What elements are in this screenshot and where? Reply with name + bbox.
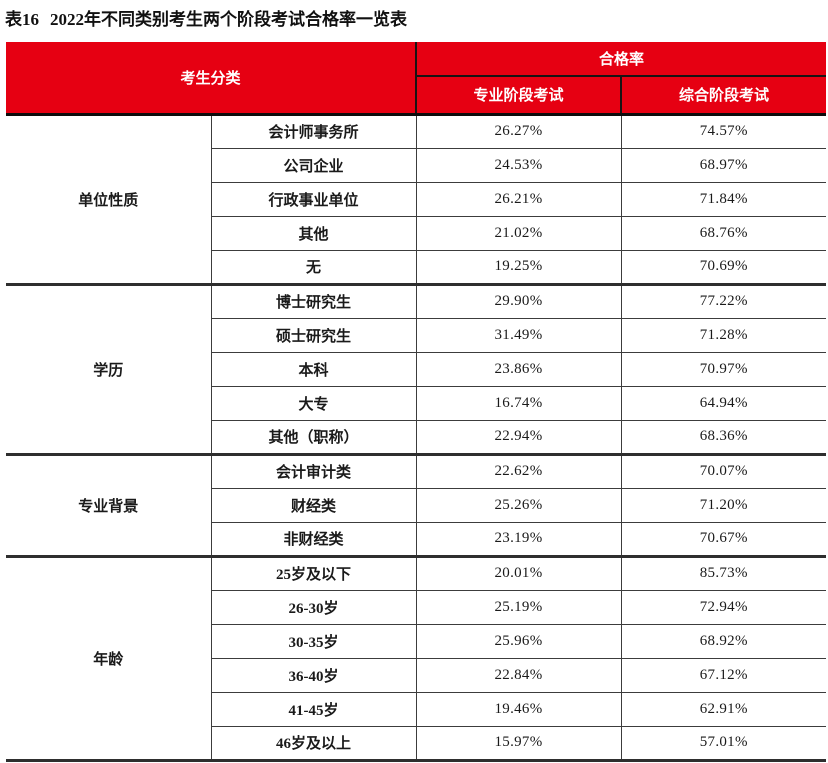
professional-value-cell: 16.74% (415, 385, 621, 420)
comprehensive-value-cell: 68.36% (620, 419, 826, 454)
table-body: 单位性质 会计师事务所 26.27% 74.57% 公司企业 24.53% 68.97% 行政… (6, 112, 826, 760)
table-row: 年龄 25岁及以下 20.01% 85.73% (6, 554, 826, 760)
comprehensive-value-cell: 67.12% (620, 657, 826, 692)
header-row-top: 考生分类 合格率 (6, 42, 826, 116)
table-row: 硕士研究生 31.49% 71.28% (6, 317, 826, 352)
category-cell: 大专 (210, 385, 416, 420)
professional-value-cell: 25.26% (415, 487, 621, 522)
category-cell: 本科 (210, 351, 416, 386)
table-row: 其他 21.02% 68.76% (6, 215, 826, 250)
category-cell: 行政事业单位 (210, 181, 416, 216)
professional-value-cell: 23.86% (415, 351, 621, 386)
table-title-text: 2022年不同类别考生两个阶段考试合格率一览表 (50, 10, 407, 29)
category-cell: 非财经类 (210, 521, 416, 556)
comprehensive-value-cell: 71.28% (620, 317, 826, 352)
category-cell: 26-30岁 (210, 589, 416, 624)
table-row: 无 19.25% 70.69% (6, 249, 826, 284)
professional-value-cell: 20.01% (415, 554, 621, 590)
table-row: 36-40岁 22.84% 67.12% (6, 657, 826, 692)
category-cell: 硕士研究生 (210, 317, 416, 352)
table-row: 其他（职称） 22.94% 68.36% (6, 419, 826, 454)
table-row: 财经类 25.26% 71.20% (6, 487, 826, 522)
professional-value-cell: 21.02% (415, 215, 621, 250)
group-label-cell: 专业背景 (6, 452, 211, 556)
professional-value-cell: 19.25% (415, 249, 621, 284)
comprehensive-value-cell: 68.92% (620, 623, 826, 658)
header-candidate-category: 考生分类 (6, 42, 417, 116)
comprehensive-value-cell: 68.97% (620, 147, 826, 182)
header-row-sub: 专业阶段考试 综合阶段考试 (6, 76, 826, 116)
table-row: 26-30岁 25.19% 72.94% (6, 589, 826, 624)
category-cell: 36-40岁 (210, 657, 416, 692)
category-cell: 25岁及以下 (210, 554, 416, 590)
professional-value-cell: 24.53% (415, 147, 621, 182)
professional-value-cell: 31.49% (415, 317, 621, 352)
table-number: 表16 (5, 10, 39, 29)
professional-value-cell: 19.46% (415, 691, 621, 726)
table-row: 学历 博士研究生 29.90% 77.22% (6, 282, 826, 454)
table-row: 30-35岁 25.96% 68.92% (6, 623, 826, 658)
group-label-cell: 单位性质 (6, 112, 211, 284)
table-row: 行政事业单位 26.21% 71.84% (6, 181, 826, 216)
category-cell: 30-35岁 (210, 623, 416, 658)
category-cell: 其他 (210, 215, 416, 250)
comprehensive-value-cell: 70.97% (620, 351, 826, 386)
category-cell: 会计师事务所 (210, 112, 416, 148)
professional-value-cell: 26.21% (415, 181, 621, 216)
category-cell: 公司企业 (210, 147, 416, 182)
comprehensive-value-cell: 62.91% (620, 691, 826, 726)
table-row: 本科 23.86% 70.97% (6, 351, 826, 386)
professional-value-cell: 22.94% (415, 419, 621, 454)
table-row: 公司企业 24.53% 68.97% (6, 147, 826, 182)
comprehensive-value-cell: 72.94% (620, 589, 826, 624)
professional-value-cell: 29.90% (415, 282, 621, 318)
pass-rate-table: 考生分类 合格率 专业阶段考试 综合阶段考试 单位性质 会计师事务所 26.27% 7… (6, 42, 826, 762)
comprehensive-value-cell: 85.73% (620, 554, 826, 590)
comprehensive-value-cell: 68.76% (620, 215, 826, 250)
header-comprehensive-stage: 综合阶段考试 (621, 76, 826, 116)
professional-value-cell: 26.27% (415, 112, 621, 148)
professional-value-cell: 15.97% (415, 725, 621, 760)
group-label-cell: 学历 (6, 282, 211, 454)
comprehensive-value-cell: 64.94% (620, 385, 826, 420)
table-title: 表16 2022年不同类别考生两个阶段考试合格率一览表 (5, 5, 407, 30)
category-cell: 博士研究生 (210, 282, 416, 318)
professional-value-cell: 22.84% (415, 657, 621, 692)
table-row: 专业背景 会计审计类 22.62% 70.07% (6, 452, 826, 556)
comprehensive-value-cell: 71.84% (620, 181, 826, 216)
comprehensive-value-cell: 77.22% (620, 282, 826, 318)
category-cell: 其他（职称） (210, 419, 416, 454)
category-cell: 41-45岁 (210, 691, 416, 726)
category-cell: 无 (210, 249, 416, 284)
table-row: 41-45岁 19.46% 62.91% (6, 691, 826, 726)
table-row: 单位性质 会计师事务所 26.27% 74.57% (6, 112, 826, 284)
header-professional-stage: 专业阶段考试 (416, 76, 622, 116)
category-cell: 会计审计类 (210, 452, 416, 488)
category-cell: 46岁及以上 (210, 725, 416, 760)
table-row: 大专 16.74% 64.94% (6, 385, 826, 420)
professional-value-cell: 25.96% (415, 623, 621, 658)
comprehensive-value-cell: 74.57% (620, 112, 826, 148)
table-row: 非财经类 23.19% 70.67% (6, 521, 826, 556)
table-header: 考生分类 合格率 专业阶段考试 综合阶段考试 (6, 42, 826, 116)
group-label-cell: 年龄 (6, 554, 211, 760)
professional-value-cell: 22.62% (415, 452, 621, 488)
category-cell: 财经类 (210, 487, 416, 522)
header-pass-rate: 合格率 (416, 42, 826, 77)
table-row: 46岁及以上 15.97% 57.01% (6, 725, 826, 760)
comprehensive-value-cell: 71.20% (620, 487, 826, 522)
comprehensive-value-cell: 70.69% (620, 249, 826, 284)
professional-value-cell: 25.19% (415, 589, 621, 624)
comprehensive-value-cell: 70.07% (620, 452, 826, 488)
comprehensive-value-cell: 57.01% (620, 725, 826, 760)
comprehensive-value-cell: 70.67% (620, 521, 826, 556)
professional-value-cell: 23.19% (415, 521, 621, 556)
